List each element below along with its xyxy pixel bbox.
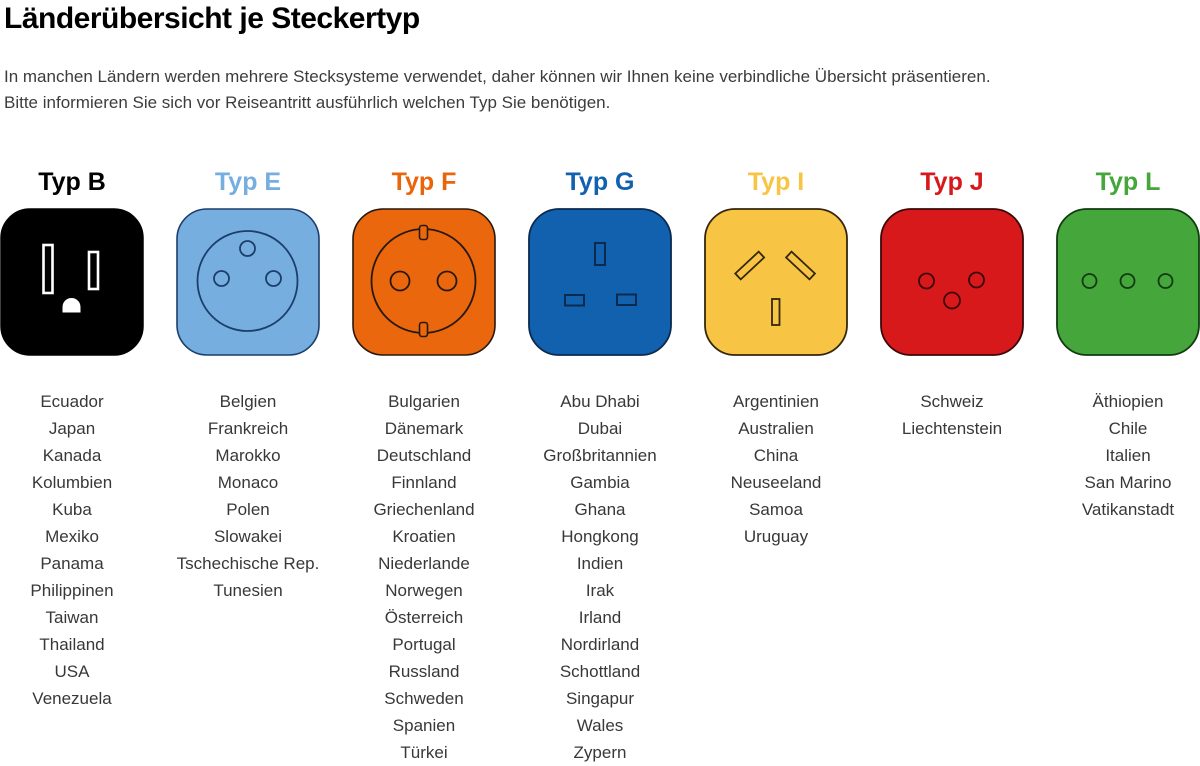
- country-item: Slowakei: [213, 527, 283, 546]
- country-item: Griechenland: [373, 500, 475, 519]
- country-item: Tunesien: [213, 581, 283, 600]
- country-item: Marokko: [215, 446, 281, 465]
- country-item: Uruguay: [743, 527, 809, 546]
- country-list-typ-b: Ecuador Japan Kanada Kolumbien Kuba Mexiko Pan…: [0, 388, 144, 712]
- country-item: Portugal: [392, 635, 456, 654]
- country-item: Deutschland: [376, 446, 472, 465]
- country-item: Vatikanstadt: [1081, 500, 1175, 519]
- plug-type-column-typ-i: Typ I Argentinien Australien China Neuseela…: [704, 168, 848, 766]
- country-item: China: [753, 446, 799, 465]
- country-item: Schweiz: [920, 392, 984, 411]
- country-item: Mexiko: [45, 527, 99, 546]
- country-item: Ghana: [574, 500, 626, 519]
- country-item: Philippinen: [30, 581, 114, 600]
- country-item: Großbritannien: [543, 446, 657, 465]
- country-item: Dubai: [577, 419, 623, 438]
- plug-type-label-typ-l: Typ L: [1095, 168, 1161, 196]
- country-item: Wales: [576, 716, 624, 735]
- socket-type-i-icon: [704, 208, 848, 356]
- country-item: Schweden: [384, 689, 464, 708]
- country-item: Bulgarien: [388, 392, 460, 411]
- socket-type-e-icon: [176, 208, 320, 356]
- country-item: Norwegen: [385, 581, 463, 600]
- socket-type-b-icon: [0, 208, 144, 356]
- country-item: Monaco: [217, 473, 279, 492]
- country-item: Belgien: [219, 392, 277, 411]
- country-item: Hongkong: [561, 527, 639, 546]
- country-list-typ-l: Äthiopien Chile Italien San Marino Vatikanst…: [1056, 388, 1200, 523]
- socket-type-f-icon: [352, 208, 496, 356]
- country-item: Polen: [226, 500, 270, 519]
- country-item: Taiwan: [45, 608, 99, 627]
- plug-type-grid: Typ B Ecuador Japan Kanada Kolumbien Kuba Mex…: [0, 168, 1200, 766]
- country-list-typ-j: Schweiz Liechtenstein: [880, 388, 1024, 442]
- country-item: Russland: [388, 662, 460, 681]
- country-list-typ-i: Argentinien Australien China Neuseeland Samo…: [704, 388, 848, 550]
- socket-type-j-icon: [880, 208, 1024, 356]
- country-item: Argentinien: [732, 392, 819, 411]
- country-item: Frankreich: [207, 419, 289, 438]
- country-item: Samoa: [749, 500, 803, 519]
- country-item: Panama: [40, 554, 104, 573]
- intro-line-2: Bitte informieren Sie sich vor Reiseantr…: [4, 93, 611, 112]
- country-item: Japan: [48, 419, 96, 438]
- country-item: Äthiopien: [1092, 392, 1164, 411]
- country-item: Singapur: [565, 689, 635, 708]
- country-item: Niederlande: [378, 554, 470, 573]
- country-item: Spanien: [392, 716, 456, 735]
- country-item: Ecuador: [40, 392, 104, 411]
- country-item: Abu Dhabi: [560, 392, 640, 411]
- country-item: Australien: [738, 419, 814, 438]
- country-item: Venezuela: [32, 689, 112, 708]
- socket-type-l-icon: [1056, 208, 1200, 356]
- country-item: Türkei: [400, 743, 448, 762]
- country-list-typ-g: Abu Dhabi Dubai Großbritannien Gambia Ghana H…: [528, 388, 672, 766]
- country-item: Tschechische Rep.: [176, 554, 320, 573]
- country-item: Gambia: [570, 473, 630, 492]
- plug-type-label-typ-j: Typ J: [920, 168, 984, 196]
- country-list-typ-e: Belgien Frankreich Marokko Monaco Polen Slowa…: [176, 388, 320, 604]
- plug-type-column-typ-b: Typ B Ecuador Japan Kanada Kolumbien Kuba Mex…: [0, 168, 144, 766]
- plug-type-column-typ-f: Typ F Bulgarien Dänemark Deutschland Finnla…: [352, 168, 496, 766]
- plug-type-label-typ-i: Typ I: [747, 168, 805, 196]
- plug-type-column-typ-e: Typ E Belgien Frankreich Marokko Monaco Pole…: [176, 168, 320, 766]
- plug-type-column-typ-j: Typ J Schweiz Liechtenstein: [880, 168, 1024, 766]
- country-item: Indien: [576, 554, 624, 573]
- country-item: Liechtenstein: [901, 419, 1003, 438]
- country-item: Schottland: [559, 662, 641, 681]
- country-item: Kolumbien: [31, 473, 113, 492]
- country-item: Kanada: [42, 446, 102, 465]
- country-item: Irland: [578, 608, 622, 627]
- country-item: Kroatien: [392, 527, 456, 546]
- country-item: Neuseeland: [730, 473, 822, 492]
- socket-type-g-icon: [528, 208, 672, 356]
- country-item: Chile: [1108, 419, 1148, 438]
- plug-type-column-typ-l: Typ L Äthiopien Chile Italien San Marino Vat…: [1056, 168, 1200, 766]
- plug-type-label-typ-g: Typ G: [565, 168, 635, 196]
- country-item: Italien: [1105, 446, 1151, 465]
- country-item: Finnland: [391, 473, 457, 492]
- page-title: Länderübersicht je Steckertyp: [4, 2, 420, 35]
- country-item: Zypern: [573, 743, 627, 762]
- intro-text: In manchen Ländern werden mehrere Stecks…: [0, 64, 1200, 116]
- country-item: Österreich: [384, 608, 464, 627]
- country-item: Dänemark: [384, 419, 464, 438]
- plug-type-column-typ-g: Typ G Abu Dhabi Dubai Großbritannien Gambia…: [528, 168, 672, 766]
- country-item: USA: [54, 662, 90, 681]
- intro-line-1: In manchen Ländern werden mehrere Stecks…: [4, 67, 991, 86]
- country-item: Nordirland: [560, 635, 640, 654]
- country-item: San Marino: [1084, 473, 1172, 492]
- plug-type-label-typ-f: Typ F: [391, 168, 457, 196]
- country-item: Irak: [585, 581, 615, 600]
- country-item: Thailand: [39, 635, 105, 654]
- country-item: Kuba: [52, 500, 92, 519]
- plug-type-label-typ-e: Typ E: [214, 168, 282, 196]
- country-list-typ-f: Bulgarien Dänemark Deutschland Finnland Grie…: [352, 388, 496, 766]
- plug-type-label-typ-b: Typ B: [38, 168, 106, 196]
